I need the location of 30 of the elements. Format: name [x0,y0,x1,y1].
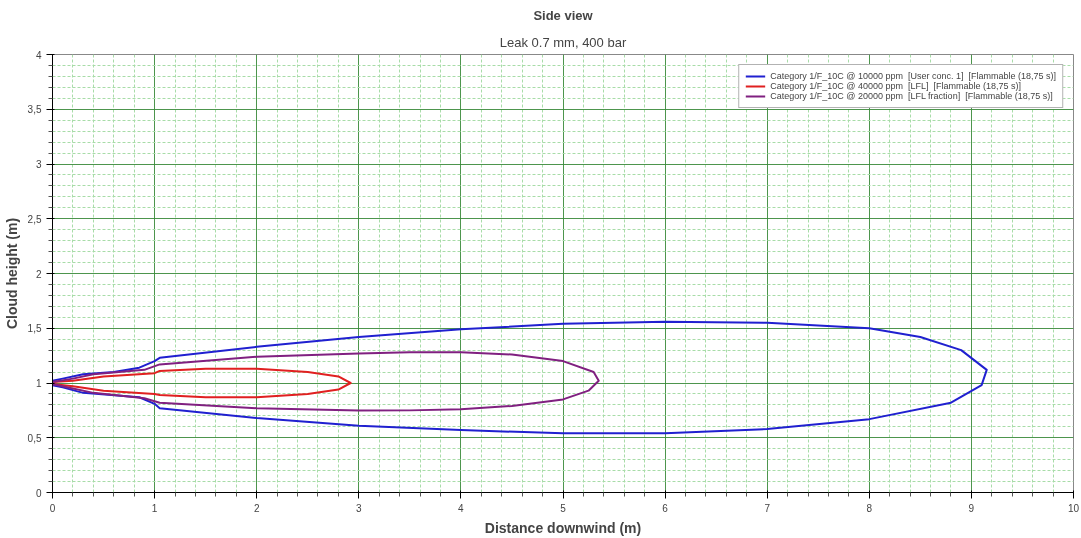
legend-label: Category 1/F_10C @ 20000 ppm [LFL fraction] [Flammable (18,75 s)] [770,91,1053,101]
line-series [52,320,988,435]
x-tick-label: 3 [356,502,363,514]
y-tick-label: 1 [35,378,42,389]
x-tick-label: 2 [253,502,260,514]
chart-title: Side view [533,7,594,23]
y-tick-label: 0 [35,487,42,499]
x-tick-label: 1 [151,502,158,514]
y-tick-label: 3 [35,159,42,170]
x-tick-label: 9 [968,502,975,514]
y-tick-label: 3,5 [27,104,42,116]
legend-label: Category 1/F_10C @ 10000 ppm [User conc. 1] [Flammable (18,75 s)] [770,71,1056,81]
x-tick-label: 5 [560,502,567,514]
x-tick-label: 6 [662,502,669,514]
line-series [52,351,600,412]
y-tick-label: 2 [35,268,42,280]
chart-subtitle: Leak 0.7 mm, 400 bar [499,34,627,50]
x-tick-label: 8 [866,502,873,514]
y-tick-label: 1,5 [27,323,42,335]
x-axis-title: Distance downwind (m) [484,519,642,536]
y-tick-label: 0,5 [27,432,42,444]
y-tick-label: 4 [35,49,42,61]
y-axis-title: Cloud height (m) [3,217,20,330]
y-tick-label: 2,5 [27,213,42,225]
x-tick-label: 7 [764,502,771,514]
legend-label: Category 1/F_10C @ 40000 ppm [LFL] [Flammable (18,75 s)] [770,81,1021,91]
x-tick-label: 10 [1067,502,1080,514]
x-tick-label: 4 [458,502,465,514]
x-tick-label: 0 [49,502,56,514]
line-series [52,367,352,399]
